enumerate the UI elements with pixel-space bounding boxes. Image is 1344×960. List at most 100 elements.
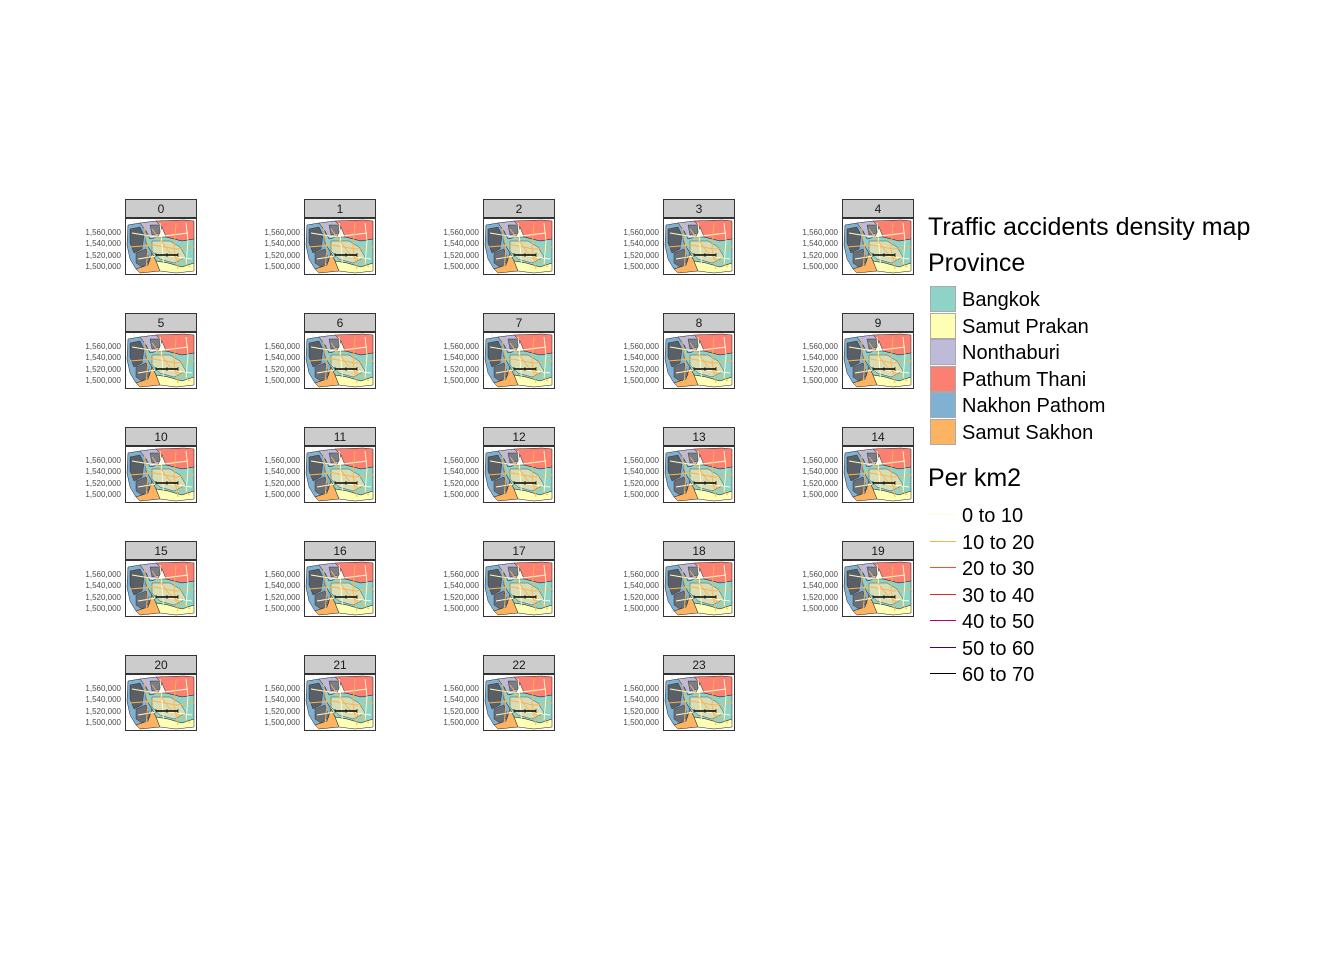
facet-panel: 6 1,560,000 1,540,000 1,520,000 1,500,000 xyxy=(180,313,376,393)
y-tick-label: 1,500,000 xyxy=(443,603,479,613)
map-svg xyxy=(843,561,913,616)
road-segment xyxy=(868,342,908,382)
road-segment xyxy=(338,222,344,272)
road-segment xyxy=(669,574,727,580)
y-tick-label: 1,520,000 xyxy=(802,364,838,374)
facet-strip-label: 14 xyxy=(842,427,914,446)
road-segment xyxy=(173,450,179,498)
facet-strip-label: 17 xyxy=(483,541,555,560)
y-tick-label: 1,520,000 xyxy=(623,250,659,260)
province-samut-prakan xyxy=(872,488,912,502)
legend: Traffic accidents density map Province B… xyxy=(928,212,1338,688)
y-tick-label: 1,560,000 xyxy=(802,570,838,579)
map-panel xyxy=(842,332,914,389)
province-label: Nonthaburi xyxy=(962,342,1060,364)
facet-panel: 18 1,560,000 1,540,000 1,520,000 1,500,000 xyxy=(539,541,735,621)
road-segment xyxy=(330,228,370,268)
density-line-key xyxy=(930,673,956,674)
road-segment xyxy=(159,336,165,386)
density-label: 30 to 40 xyxy=(962,584,1035,607)
y-tick-label: 1,520,000 xyxy=(623,364,659,374)
scale-bar-ticks xyxy=(693,253,717,257)
density-line-key xyxy=(930,593,956,595)
density-district xyxy=(507,338,519,350)
map-panel xyxy=(125,332,197,389)
road-segment xyxy=(711,678,717,726)
province-samut-prakan xyxy=(155,602,195,616)
density-district xyxy=(328,680,340,692)
road-segment xyxy=(890,336,896,384)
road-segment xyxy=(310,232,368,238)
density-district xyxy=(328,224,340,236)
density-line-key xyxy=(930,646,956,648)
facet-panel: 20 1,560,000 1,540,000 1,520,000 1,500,000 xyxy=(1,655,197,735)
scale-bar-ticks xyxy=(693,709,717,713)
road-segment xyxy=(868,456,908,496)
road-segment xyxy=(352,450,358,498)
road-segment xyxy=(509,228,549,268)
road-segment xyxy=(330,342,370,382)
road-segment xyxy=(330,570,370,610)
road-segment xyxy=(669,688,727,694)
y-tick-label: 1,500,000 xyxy=(443,375,479,385)
facet-strip-label: 2 xyxy=(483,199,555,218)
road-segment xyxy=(890,564,896,612)
map-svg xyxy=(484,675,554,730)
y-tick-label: 1,520,000 xyxy=(85,478,121,488)
road-segment xyxy=(681,680,687,726)
road-segment xyxy=(151,570,191,610)
density-district xyxy=(866,452,878,464)
y-tick-label: 1,500,000 xyxy=(85,489,121,499)
map-svg xyxy=(664,675,734,730)
road-segment xyxy=(711,450,717,498)
road-segment xyxy=(689,228,729,268)
facet-panel: 4 1,560,000 1,540,000 1,520,000 1,500,000 xyxy=(718,199,914,279)
facet-strip-label: 1 xyxy=(304,199,376,218)
facet-strip-label: 0 xyxy=(125,199,197,218)
scale-bar-ticks xyxy=(872,253,896,257)
road-segment xyxy=(159,678,165,728)
road-segment xyxy=(509,684,549,724)
facet-grid: 0 1,560,000 1,540,000 1,520,000 1,500,000 1 1,… xyxy=(1,199,914,735)
road-segment xyxy=(543,450,547,494)
road-segment xyxy=(876,336,882,386)
density-district xyxy=(507,680,519,692)
density-district xyxy=(328,566,340,578)
scale-bar-ticks xyxy=(693,481,717,485)
scale-bar-ticks xyxy=(872,367,896,371)
road-segment xyxy=(876,564,882,614)
road-segment xyxy=(711,564,717,612)
facet-strip-label: 4 xyxy=(842,199,914,218)
facet-strip-label: 11 xyxy=(304,427,376,446)
road-segment xyxy=(509,456,549,496)
facet-strip-label: 9 xyxy=(842,313,914,332)
road-segment xyxy=(681,338,687,384)
road-segment xyxy=(310,688,368,694)
province-swatch xyxy=(930,392,956,418)
y-tick-label: 1,520,000 xyxy=(443,592,479,602)
scale-bar-ticks xyxy=(334,709,358,713)
scale-bar-ticks xyxy=(155,595,179,599)
province-swatch xyxy=(930,418,956,445)
road-segment xyxy=(352,678,358,726)
density-legend-item: 50 to 60 xyxy=(928,635,1338,662)
facet-strip-label: 22 xyxy=(483,655,555,674)
y-tick-label: 1,560,000 xyxy=(264,456,300,465)
facet-strip-label: 7 xyxy=(483,313,555,332)
road-segment xyxy=(848,574,906,580)
y-tick-label: 1,520,000 xyxy=(443,706,479,716)
y-tick-label: 1,560,000 xyxy=(264,228,300,237)
density-district xyxy=(328,452,340,464)
map-panel xyxy=(304,446,376,503)
province-samut-prakan xyxy=(334,602,374,616)
road-segment xyxy=(364,336,368,380)
road-segment xyxy=(697,336,703,386)
road-segment xyxy=(338,564,344,614)
road-segment xyxy=(322,680,328,726)
road-segment xyxy=(531,450,537,498)
y-tick-label: 1,500,000 xyxy=(623,603,659,613)
road-segment xyxy=(501,680,507,726)
y-tick-label: 1,500,000 xyxy=(264,603,300,613)
map-panel xyxy=(842,218,914,275)
facet-panel: 23 1,560,000 1,540,000 1,520,000 1,500,000 xyxy=(539,655,735,735)
